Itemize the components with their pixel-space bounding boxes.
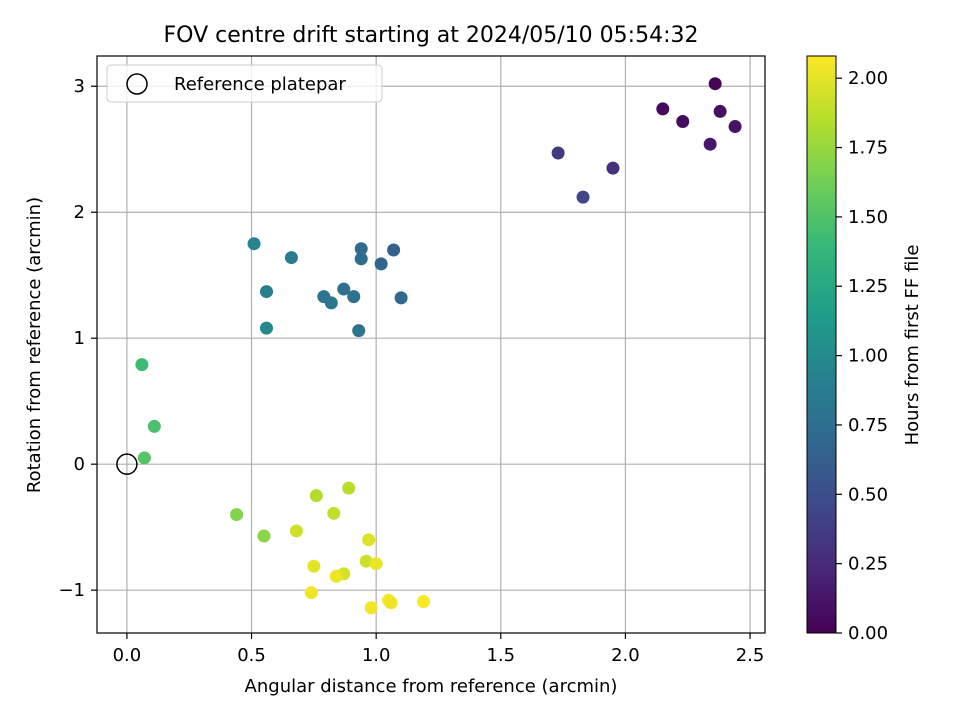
- data-point: [703, 137, 717, 151]
- data-point: [728, 120, 742, 134]
- legend-marker-icon: [126, 73, 148, 95]
- data-point: [259, 285, 273, 299]
- data-point: [713, 104, 727, 118]
- data-point: [347, 290, 361, 304]
- data-point: [708, 77, 722, 91]
- grid: [97, 56, 765, 633]
- data-point: [369, 557, 383, 571]
- colorbar-tick-label: 2.00: [848, 68, 888, 89]
- data-point: [289, 524, 303, 538]
- data-point: [656, 102, 670, 116]
- data-point: [606, 161, 620, 175]
- y-axis-ticks: −1 0 1 2 3: [58, 76, 97, 601]
- legend-label: Reference platepar: [174, 74, 346, 95]
- data-point: [147, 419, 161, 433]
- x-tick-label: 1.5: [486, 645, 515, 666]
- data-point: [284, 251, 298, 265]
- data-point: [309, 489, 323, 503]
- colorbar-tick-label: 1.75: [848, 138, 888, 159]
- colorbar-gradient: [806, 55, 837, 634]
- data-point: [417, 595, 431, 609]
- y-tick-label: −1: [58, 580, 85, 601]
- x-tick-label: 0.0: [113, 645, 142, 666]
- data-point: [676, 115, 690, 129]
- data-point: [230, 508, 244, 522]
- data-point: [359, 554, 373, 568]
- data-point: [304, 586, 318, 600]
- y-axis-label: Rotation from reference (arcmin): [24, 197, 45, 493]
- data-point: [352, 324, 366, 338]
- data-point: [354, 242, 368, 256]
- plot-frame: [96, 55, 766, 634]
- legend-box: [106, 64, 383, 103]
- data-point: [364, 601, 378, 615]
- colorbar-tick-label: 0.00: [848, 623, 888, 644]
- x-tick-label: 1.0: [362, 645, 391, 666]
- data-point: [374, 257, 388, 271]
- data-point: [354, 252, 368, 266]
- chart-title: FOV centre drift starting at 2024/05/10 …: [164, 23, 699, 48]
- data-point: [329, 569, 343, 583]
- data-point: [387, 243, 401, 257]
- y-tick-label: 3: [74, 76, 85, 97]
- data-point: [259, 321, 273, 335]
- colorbar-tick-label: 1.25: [848, 276, 888, 297]
- data-point: [247, 237, 261, 251]
- data-point: [576, 190, 590, 204]
- x-axis-label: Angular distance from reference (arcmin): [245, 676, 618, 697]
- y-tick-label: 1: [74, 328, 85, 349]
- colorbar-tick-label: 1.50: [848, 207, 888, 228]
- colorbar-tick-label: 0.25: [848, 554, 888, 575]
- data-point: [135, 358, 149, 372]
- data-point: [394, 291, 408, 305]
- y-tick-label: 2: [74, 202, 85, 223]
- data-point: [257, 529, 271, 543]
- data-point: [337, 282, 351, 296]
- data-point: [551, 146, 565, 160]
- x-tick-label: 2.0: [611, 645, 640, 666]
- data-point: [384, 596, 398, 610]
- data-point: [137, 451, 151, 465]
- data-point: [327, 506, 341, 520]
- data-point: [307, 559, 321, 573]
- colorbar-label: Hours from first FF file: [902, 245, 923, 446]
- x-tick-label: 0.5: [237, 645, 266, 666]
- colorbar-tick-label: 0.50: [848, 484, 888, 505]
- scatter-points: [116, 77, 742, 615]
- colorbar-ticks: 0.00 0.25 0.50 0.75 1.00 1.25 1.50 1.75 2.00: [836, 68, 888, 644]
- legend: Reference platepar: [106, 64, 383, 103]
- reference-platepar-marker: [116, 453, 138, 475]
- colorbar-tick-label: 0.75: [848, 415, 888, 436]
- data-point: [342, 481, 356, 495]
- colorbar: 0.00 0.25 0.50 0.75 1.00 1.25 1.50 1.75 2.00 Hou…: [806, 55, 923, 644]
- y-tick-label: 0: [74, 454, 85, 475]
- x-tick-label: 2.5: [736, 645, 765, 666]
- x-axis-ticks: 0.0 0.5 1.0 1.5 2.0 2.5: [113, 633, 765, 666]
- colorbar-tick-label: 1.00: [848, 346, 888, 367]
- data-point: [362, 533, 376, 547]
- data-point: [324, 296, 338, 310]
